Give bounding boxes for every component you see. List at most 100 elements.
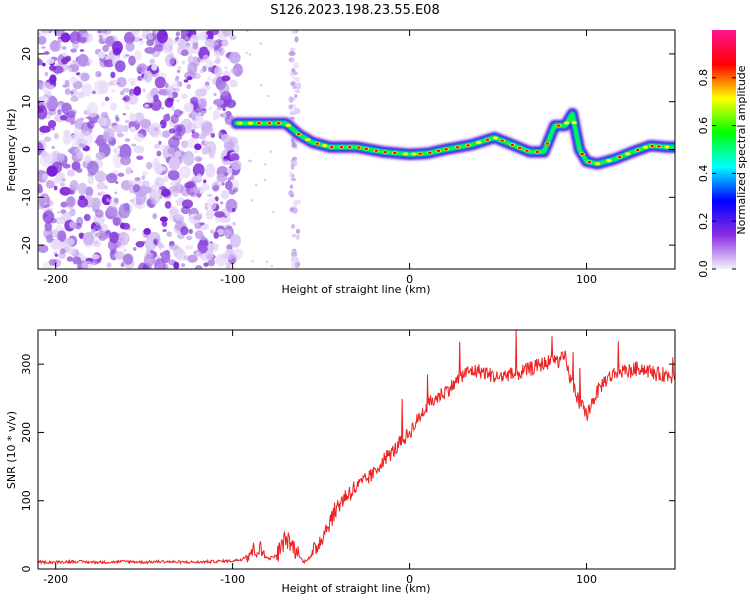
noise-blob	[292, 199, 298, 207]
noise-blob	[193, 150, 198, 154]
noise-blob	[154, 258, 166, 269]
noise-blob	[186, 235, 193, 241]
noise-blob	[181, 60, 186, 65]
noise-blob	[46, 165, 58, 177]
noise-blob	[205, 163, 216, 178]
noise-blob	[38, 169, 43, 175]
doppler-hotspot	[321, 144, 328, 148]
noise-blob	[211, 183, 215, 187]
noise-blob	[42, 210, 55, 224]
noise-blob	[146, 161, 153, 170]
noise-blob	[207, 193, 213, 198]
noise-blob	[38, 193, 51, 209]
noise-blob	[292, 62, 300, 69]
doppler-hotspot	[535, 150, 540, 153]
noise-blob	[150, 184, 157, 191]
noise-blob	[86, 101, 99, 118]
noise-blob	[205, 249, 214, 261]
doppler-hotspot	[518, 146, 522, 149]
noise-blob	[213, 231, 219, 239]
doppler-hotspot	[236, 121, 243, 125]
noise-blob	[53, 132, 60, 140]
doppler-hotspot	[357, 146, 361, 149]
noise-blob	[106, 172, 118, 184]
noise-blob	[265, 260, 269, 264]
noise-blob	[146, 199, 153, 207]
noise-blob	[79, 117, 85, 121]
doppler-hotspot	[285, 123, 292, 127]
noise-blob	[196, 173, 202, 180]
noise-blob	[161, 188, 171, 197]
noise-blob	[70, 134, 79, 141]
noise-blob	[61, 46, 67, 50]
noise-blob	[142, 240, 146, 245]
noise-blob	[39, 125, 51, 133]
doppler-hotspot	[428, 151, 432, 154]
noise-blob	[67, 246, 76, 256]
noise-blob	[63, 188, 68, 192]
noise-blob	[155, 188, 162, 197]
doppler-hotspot	[525, 149, 529, 152]
noise-blob	[164, 200, 172, 209]
noise-blob	[202, 108, 206, 112]
noise-blob	[50, 239, 62, 251]
noise-blob	[194, 251, 201, 257]
snr-y-ticks: 0 100 200 300	[20, 354, 675, 573]
noise-blob	[232, 221, 236, 226]
noise-blob	[202, 54, 209, 63]
noise-blob	[139, 118, 152, 129]
noise-blob	[81, 83, 93, 97]
noise-blob	[78, 232, 83, 237]
noise-blob	[64, 237, 75, 246]
doppler-hotspot	[500, 139, 505, 142]
spectrogram-x-tick-label: 0	[406, 273, 413, 286]
noise-blob	[60, 182, 66, 187]
noise-blob	[207, 66, 213, 73]
noise-blob	[290, 252, 298, 257]
noise-blob	[110, 71, 116, 79]
noise-blob	[66, 84, 70, 88]
noise-blob	[213, 92, 217, 97]
noise-blob	[123, 248, 127, 253]
noise-blob	[94, 170, 107, 183]
doppler-hotspot	[564, 121, 570, 125]
noise-blob	[46, 58, 55, 64]
doppler-hotspot	[466, 144, 470, 147]
spectrogram-y-tick-label: 10	[20, 95, 33, 109]
noise-blob	[72, 40, 79, 50]
snr-y-tick-label: 100	[20, 490, 33, 511]
noise-blob	[111, 89, 116, 93]
noise-blob	[204, 206, 209, 211]
noise-blob	[174, 77, 179, 83]
colorbar-gradient	[712, 30, 736, 269]
noise-blob	[204, 38, 215, 47]
noise-blob	[197, 157, 202, 162]
noise-blob	[202, 65, 207, 72]
doppler-hotspot	[475, 140, 482, 145]
noise-blob	[144, 236, 157, 252]
noise-blob	[77, 197, 89, 208]
noise-blob	[85, 116, 89, 119]
noise-blob	[128, 55, 136, 66]
noise-blob	[149, 58, 156, 65]
colorbar: 0.0 0.2 0.4 0.6 0.8 Normalized spectral ampl…	[697, 30, 748, 278]
noise-blob	[214, 66, 223, 78]
doppler-hotspot	[624, 152, 631, 156]
spectrogram-y-tick-label: 20	[20, 47, 33, 61]
noise-blob	[131, 227, 137, 232]
noise-blob	[61, 212, 72, 221]
noise-blob	[162, 229, 167, 233]
noise-blob	[49, 74, 57, 84]
noise-blob	[169, 244, 179, 251]
noise-blob	[175, 31, 180, 37]
noise-blob	[176, 253, 186, 261]
noise-blob	[48, 200, 54, 206]
doppler-hotspot	[635, 148, 640, 152]
noise-blob	[173, 124, 183, 136]
noise-blob	[184, 181, 195, 189]
noise-blob	[260, 84, 263, 87]
noise-blob	[168, 94, 174, 99]
spectrogram-noise	[38, 30, 302, 269]
noise-blob	[199, 222, 205, 226]
